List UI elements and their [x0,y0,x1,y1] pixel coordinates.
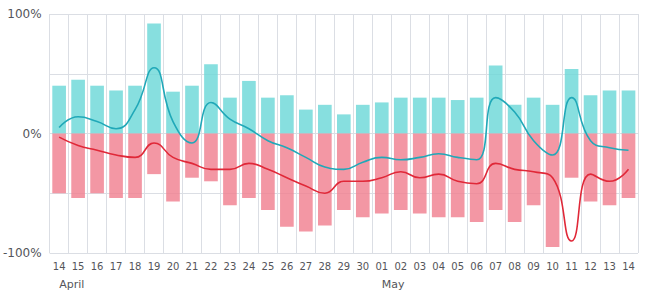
svg-text:11: 11 [565,261,578,272]
svg-text:19: 19 [148,261,161,272]
svg-text:02: 02 [394,261,407,272]
svg-text:12: 12 [584,261,597,272]
svg-text:14: 14 [622,261,635,272]
svg-text:27: 27 [299,261,312,272]
svg-text:06: 06 [470,261,483,272]
svg-text:03: 03 [413,261,426,272]
svg-text:07: 07 [489,261,502,272]
svg-text:05: 05 [451,261,464,272]
svg-text:23: 23 [224,261,237,272]
svg-text:May: May [382,278,405,291]
svg-text:30: 30 [356,261,369,272]
svg-text:09: 09 [527,261,540,272]
svg-text:10: 10 [546,261,559,272]
svg-text:26: 26 [281,261,294,272]
svg-text:22: 22 [205,261,218,272]
svg-text:14: 14 [53,261,66,272]
svg-text:25: 25 [262,261,275,272]
svg-text:-100%: -100% [3,246,42,260]
svg-text:28: 28 [318,261,331,272]
svg-text:08: 08 [508,261,521,272]
svg-text:29: 29 [337,261,350,272]
svg-text:16: 16 [91,261,104,272]
svg-text:15: 15 [72,261,85,272]
svg-text:18: 18 [129,261,142,272]
svg-text:04: 04 [432,261,445,272]
svg-text:20: 20 [167,261,180,272]
svg-text:21: 21 [186,261,199,272]
svg-text:17: 17 [110,261,123,272]
svg-text:100%: 100% [7,7,41,21]
svg-text:01: 01 [375,261,388,272]
svg-text:April: April [59,278,84,291]
svg-text:13: 13 [603,261,616,272]
svg-text:24: 24 [243,261,256,272]
svg-text:0%: 0% [23,127,42,141]
